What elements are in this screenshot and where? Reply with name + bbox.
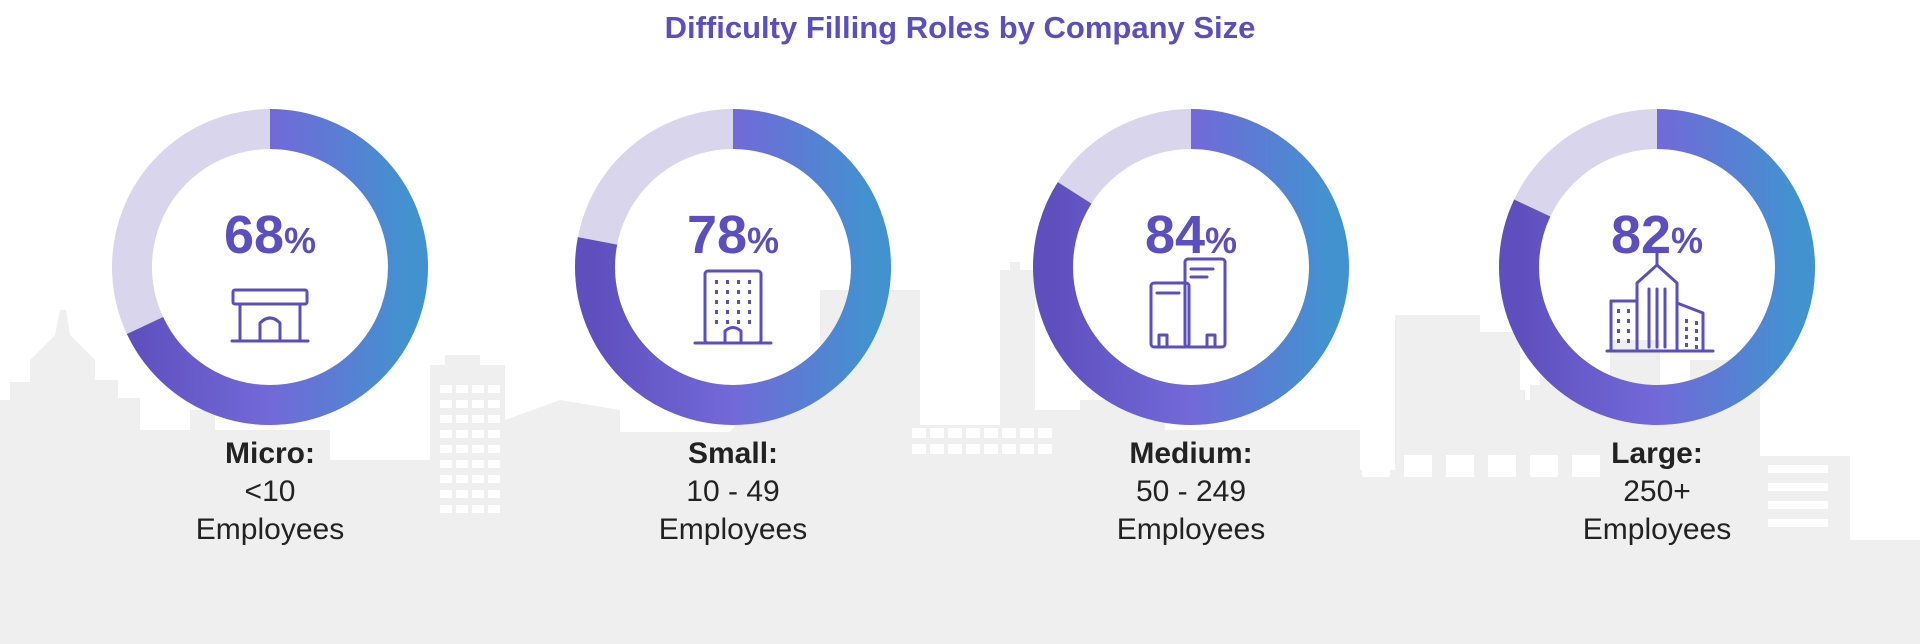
percentage-label: 78% [687, 205, 779, 265]
category-range: 50 - 249 [1135, 475, 1247, 508]
donut-value-arc [112, 109, 428, 425]
donut-value-arc [1033, 109, 1349, 425]
category-range: 10 - 49 [686, 475, 780, 508]
chart-title: Difficulty Filling Roles by Company Size [664, 10, 1256, 45]
category-subtitle: Employees [1582, 513, 1732, 546]
category-label: Small: 10 - 49 Employees [573, 435, 893, 549]
category-name: Medium: [1129, 437, 1253, 470]
donut-value-arc [575, 109, 891, 425]
category-name: Micro: [225, 437, 315, 470]
percentage-unit: % [747, 220, 779, 261]
percentage-value: 84 [1145, 205, 1205, 265]
two-towers-icon [1149, 257, 1227, 349]
office-building-icon [693, 269, 773, 345]
donut-4: 82% [1499, 109, 1815, 425]
percentage-label: 84% [1145, 205, 1237, 265]
category-range: 250+ [1623, 475, 1691, 508]
percentage-value: 78 [687, 205, 747, 265]
skyscraper-complex-icon [1605, 251, 1715, 353]
category-name: Small: [687, 437, 779, 470]
percentage-unit: % [284, 220, 316, 261]
category-label: Large: 250+ Employees [1497, 435, 1817, 549]
percentage-label: 68% [224, 205, 316, 265]
donut-2: 78% [575, 109, 891, 425]
category-subtitle: Employees [195, 513, 345, 546]
percentage-value: 82 [1611, 205, 1671, 265]
donut-value-arc [1499, 109, 1815, 425]
category-range: <10 [244, 475, 296, 508]
donut-1: 68% [112, 109, 428, 425]
percentage-value: 68 [224, 205, 284, 265]
category-name: Large: [1611, 437, 1703, 470]
category-subtitle: Employees [1116, 513, 1266, 546]
donut-3: 84% [1033, 109, 1349, 425]
category-label: Micro: <10 Employees [110, 435, 430, 549]
percentage-unit: % [1671, 220, 1703, 261]
category-subtitle: Employees [658, 513, 808, 546]
percentage-unit: % [1205, 220, 1237, 261]
category-label: Medium: 50 - 249 Employees [1031, 435, 1351, 549]
storefront-icon [230, 288, 310, 343]
percentage-label: 82% [1611, 205, 1703, 265]
